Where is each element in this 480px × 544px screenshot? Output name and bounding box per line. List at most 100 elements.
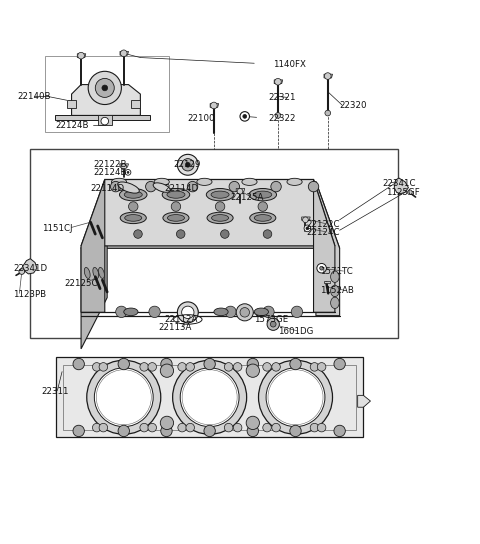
Circle shape [271, 181, 281, 192]
Ellipse shape [162, 189, 190, 201]
Text: 22322: 22322 [268, 114, 296, 123]
Circle shape [240, 307, 250, 317]
Polygon shape [56, 357, 363, 437]
Circle shape [310, 423, 319, 432]
Circle shape [161, 358, 172, 370]
Polygon shape [313, 180, 335, 312]
Text: 22100: 22100 [188, 114, 216, 123]
Polygon shape [324, 74, 333, 78]
Circle shape [95, 368, 153, 426]
Bar [30, 149, 398, 338]
Circle shape [290, 358, 301, 370]
Circle shape [99, 363, 108, 371]
Ellipse shape [124, 191, 142, 198]
Text: 1152AB: 1152AB [320, 287, 354, 295]
Circle shape [148, 363, 156, 371]
Text: 1151CJ: 1151CJ [42, 224, 72, 233]
Ellipse shape [163, 212, 189, 224]
Circle shape [110, 181, 121, 192]
Circle shape [320, 267, 324, 270]
Circle shape [73, 425, 84, 437]
Circle shape [302, 217, 308, 222]
Text: 22113A: 22113A [158, 323, 192, 331]
Polygon shape [131, 100, 140, 108]
Text: 22341C: 22341C [383, 180, 416, 188]
Circle shape [160, 416, 174, 430]
Circle shape [263, 363, 271, 371]
Polygon shape [81, 182, 340, 248]
Circle shape [247, 425, 259, 437]
Polygon shape [274, 80, 283, 84]
Ellipse shape [197, 178, 212, 186]
Text: 1123PB: 1123PB [13, 290, 47, 299]
Circle shape [145, 181, 156, 192]
Ellipse shape [214, 308, 228, 316]
Circle shape [233, 423, 242, 432]
Circle shape [118, 425, 130, 437]
Ellipse shape [84, 268, 90, 279]
Circle shape [140, 423, 148, 432]
Polygon shape [23, 259, 37, 274]
Ellipse shape [124, 308, 138, 316]
Circle shape [88, 71, 121, 104]
Circle shape [237, 189, 243, 194]
Circle shape [177, 230, 185, 238]
Text: 1140FX: 1140FX [273, 60, 306, 69]
Circle shape [178, 423, 186, 432]
Circle shape [263, 423, 271, 432]
Circle shape [101, 118, 108, 125]
Circle shape [181, 306, 194, 318]
Polygon shape [81, 180, 105, 312]
Ellipse shape [249, 189, 276, 201]
Text: 22114D: 22114D [91, 184, 125, 193]
Circle shape [272, 423, 280, 432]
Text: 22124C: 22124C [306, 228, 340, 237]
Circle shape [246, 416, 260, 430]
Ellipse shape [211, 191, 229, 198]
Circle shape [120, 50, 127, 57]
Circle shape [93, 423, 101, 432]
Circle shape [267, 318, 279, 330]
Circle shape [180, 368, 239, 426]
Polygon shape [324, 281, 330, 283]
Text: 22124B: 22124B [55, 121, 88, 131]
Text: 22122C: 22122C [306, 220, 340, 229]
Text: 22124B: 22124B [93, 168, 126, 177]
Circle shape [127, 171, 129, 174]
Circle shape [224, 423, 233, 432]
Ellipse shape [331, 285, 339, 296]
Polygon shape [120, 51, 129, 55]
Ellipse shape [154, 178, 169, 186]
Circle shape [181, 159, 194, 171]
Circle shape [224, 363, 233, 371]
Circle shape [220, 230, 229, 238]
Circle shape [324, 73, 331, 79]
Circle shape [116, 306, 127, 318]
Text: 22320: 22320 [340, 101, 367, 110]
Circle shape [317, 423, 326, 432]
Ellipse shape [206, 189, 234, 201]
Polygon shape [210, 103, 219, 107]
Text: 22321: 22321 [268, 93, 296, 102]
Circle shape [308, 181, 319, 192]
Polygon shape [77, 54, 86, 58]
Text: 1571TC: 1571TC [320, 268, 352, 276]
Polygon shape [236, 189, 245, 192]
Circle shape [306, 227, 309, 230]
Circle shape [187, 181, 198, 192]
Circle shape [102, 85, 108, 91]
Polygon shape [358, 395, 371, 407]
Circle shape [178, 302, 198, 323]
Ellipse shape [93, 268, 99, 279]
Circle shape [233, 363, 242, 371]
Polygon shape [72, 85, 140, 115]
Circle shape [118, 358, 130, 370]
Ellipse shape [331, 297, 339, 308]
Circle shape [19, 269, 24, 274]
Circle shape [129, 202, 138, 211]
Circle shape [204, 358, 216, 370]
Circle shape [275, 78, 281, 85]
Circle shape [125, 170, 131, 175]
Circle shape [187, 306, 198, 318]
Circle shape [290, 425, 301, 437]
